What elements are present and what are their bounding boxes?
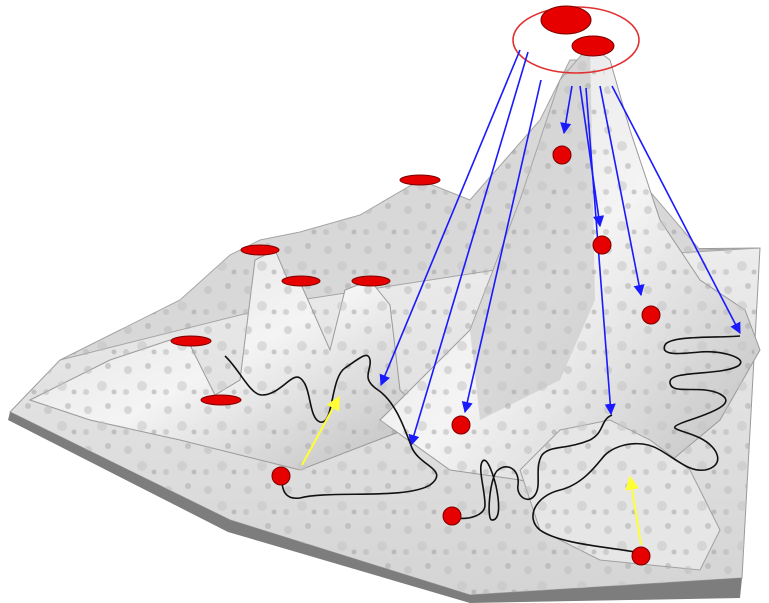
- marker-left-peak-5: [200, 394, 242, 406]
- jump-arrow-3: [461, 79, 542, 414]
- jump-arrow-7: [599, 85, 645, 297]
- landscape-surface: [8, 44, 761, 603]
- jump-arrow-8: [611, 85, 741, 334]
- step-arrow-left: [301, 395, 340, 466]
- surface-texture: [10, 60, 760, 595]
- jump-arrow-2: [408, 51, 529, 447]
- step-arrows: [301, 395, 642, 546]
- landscape-front-edge: [8, 412, 742, 603]
- peak-markers: [170, 5, 615, 406]
- point-peak-side: [592, 235, 612, 255]
- marker-left-peak-1: [240, 244, 280, 256]
- marker-left-peak-4: [170, 335, 212, 347]
- search-path-middle: [454, 414, 613, 521]
- point-near-summit: [552, 145, 572, 165]
- jump-arrow-1: [379, 49, 521, 387]
- marker-left-peak-3: [351, 275, 391, 287]
- marker-summit-small: [571, 35, 615, 57]
- point-left-start: [271, 466, 291, 486]
- marker-summit-large: [540, 5, 592, 35]
- search-path-left: [224, 354, 438, 500]
- point-right-start: [631, 546, 651, 566]
- search-path-right: [532, 335, 742, 554]
- point-right-slope: [641, 305, 661, 325]
- marker-left-peak-2: [281, 275, 321, 287]
- search-point-markers: [271, 145, 661, 566]
- marker-back-ridge: [399, 174, 441, 186]
- point-middle-start: [442, 506, 462, 526]
- jump-arrows: [379, 49, 741, 447]
- jump-arrow-4: [560, 85, 573, 135]
- point-center-valley: [451, 415, 471, 435]
- jump-arrow-5: [579, 85, 605, 228]
- search-paths: [224, 335, 742, 554]
- step-arrow-right: [625, 475, 642, 546]
